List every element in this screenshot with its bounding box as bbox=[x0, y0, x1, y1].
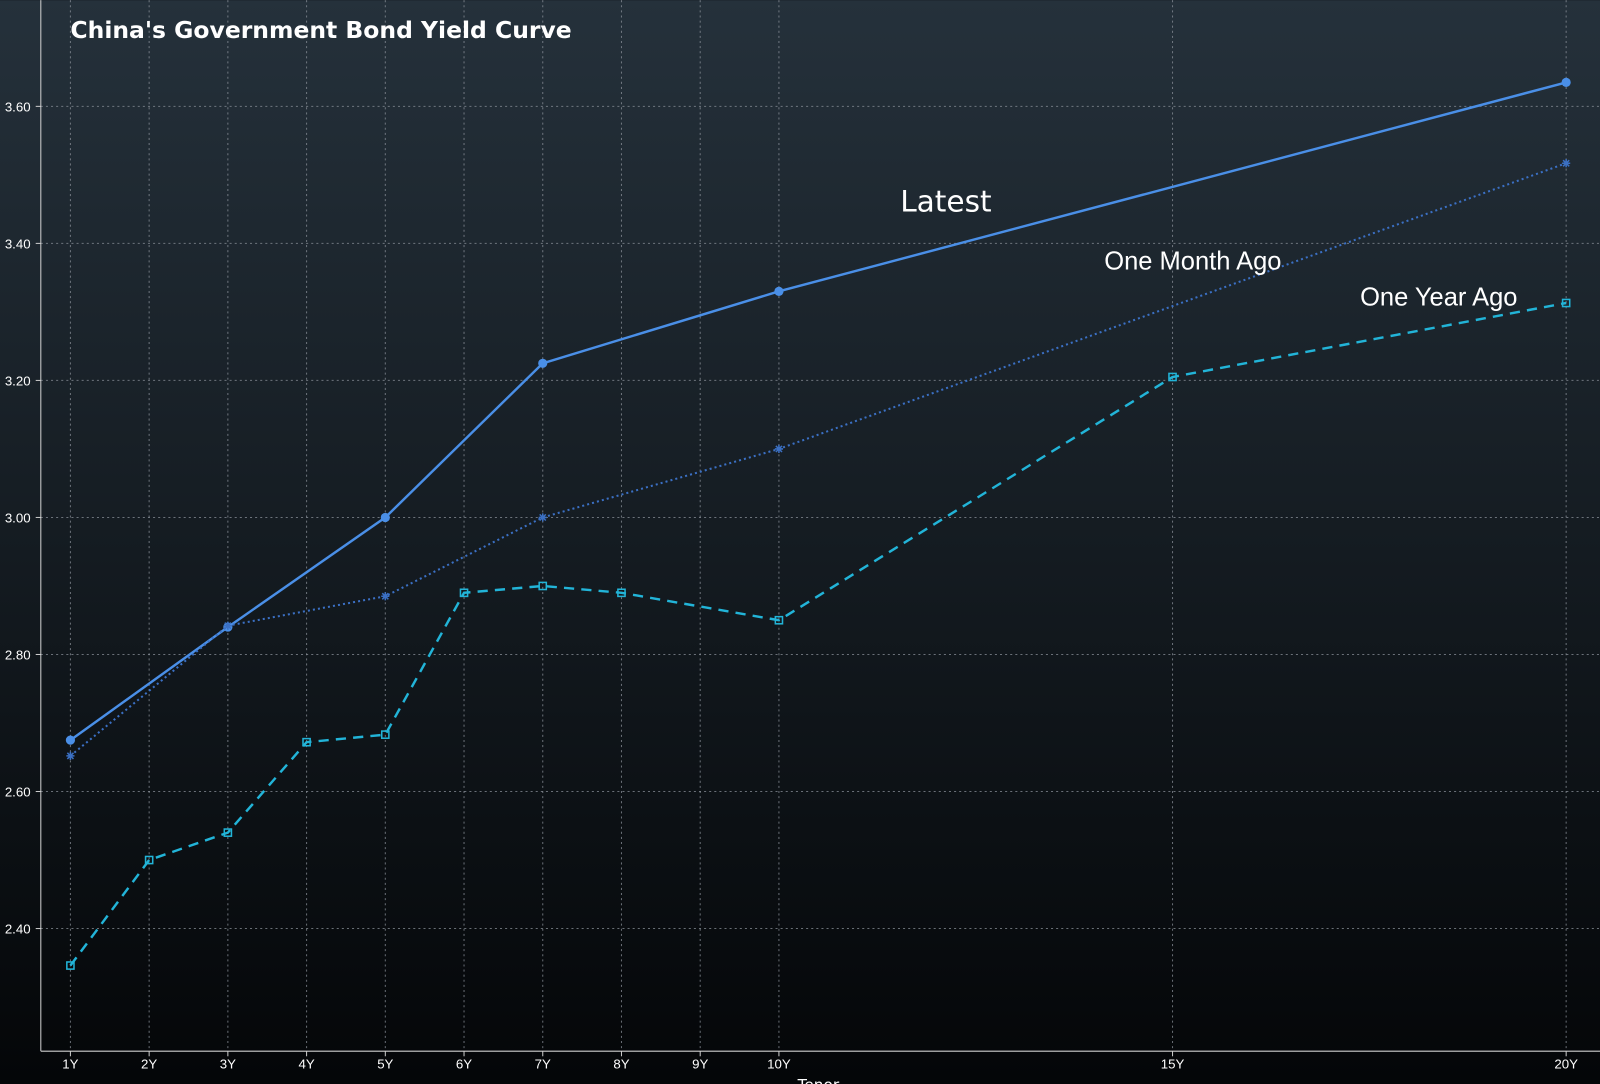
point bbox=[65, 735, 76, 745]
x-tick-label: 4Y bbox=[298, 1057, 314, 1072]
chart-title: China's Government Bond Yield Curve bbox=[70, 16, 571, 44]
series-label: One Year Ago bbox=[1360, 283, 1517, 311]
point bbox=[302, 737, 311, 747]
point bbox=[1562, 159, 1571, 168]
point bbox=[223, 828, 233, 837]
series-label: One Month Ago bbox=[1104, 248, 1281, 276]
x-tick-label: 5Y bbox=[377, 1057, 393, 1072]
x-tick-label: 20Y bbox=[1554, 1057, 1578, 1072]
y-tick-label: 2.40 bbox=[5, 922, 31, 937]
point bbox=[380, 730, 390, 739]
point bbox=[1168, 372, 1177, 382]
point bbox=[381, 592, 390, 601]
x-axis-label: Tenor bbox=[797, 1076, 840, 1084]
point bbox=[774, 615, 784, 625]
y-tick-label: 3.40 bbox=[5, 236, 31, 251]
x-tick-label: 7Y bbox=[535, 1057, 551, 1072]
point bbox=[1561, 298, 1571, 308]
y-tick-label: 2.60 bbox=[5, 785, 31, 800]
series-line bbox=[69, 81, 1567, 742]
x-tick-label: 1Y bbox=[62, 1057, 78, 1072]
point bbox=[538, 513, 547, 522]
x-tick-label: 8Y bbox=[613, 1057, 629, 1072]
x-tick-label: 10Y bbox=[767, 1057, 791, 1072]
point bbox=[538, 581, 548, 591]
point bbox=[538, 358, 548, 368]
point bbox=[1561, 77, 1571, 87]
x-tick-label: 9Y bbox=[692, 1057, 708, 1072]
x-tick-label: 15Y bbox=[1161, 1057, 1185, 1072]
plot-area: 2.40 2.60 2.80 3.00 3.20 3.40 3.60 1Y 2Y 3Y 4Y 5Y 6Y… bbox=[5, 0, 1600, 1084]
point bbox=[380, 512, 390, 523]
x-tick-label: 6Y bbox=[456, 1057, 472, 1072]
point bbox=[66, 751, 75, 760]
series-label: Latest bbox=[900, 184, 991, 218]
point bbox=[774, 444, 784, 454]
series-line bbox=[69, 162, 1567, 757]
x-tick-label: 3Y bbox=[220, 1057, 236, 1072]
point bbox=[66, 961, 75, 970]
point bbox=[774, 286, 784, 296]
y-tick-label: 3.00 bbox=[5, 511, 31, 526]
x-tick-label: 2Y bbox=[141, 1057, 157, 1072]
point bbox=[459, 588, 469, 598]
point bbox=[617, 588, 626, 598]
point bbox=[144, 855, 154, 865]
y-tick-label: 3.60 bbox=[5, 99, 31, 114]
y-tick-label: 2.80 bbox=[5, 648, 31, 663]
series-line bbox=[69, 301, 1567, 967]
point bbox=[223, 621, 232, 630]
y-tick-label: 3.20 bbox=[5, 374, 31, 389]
